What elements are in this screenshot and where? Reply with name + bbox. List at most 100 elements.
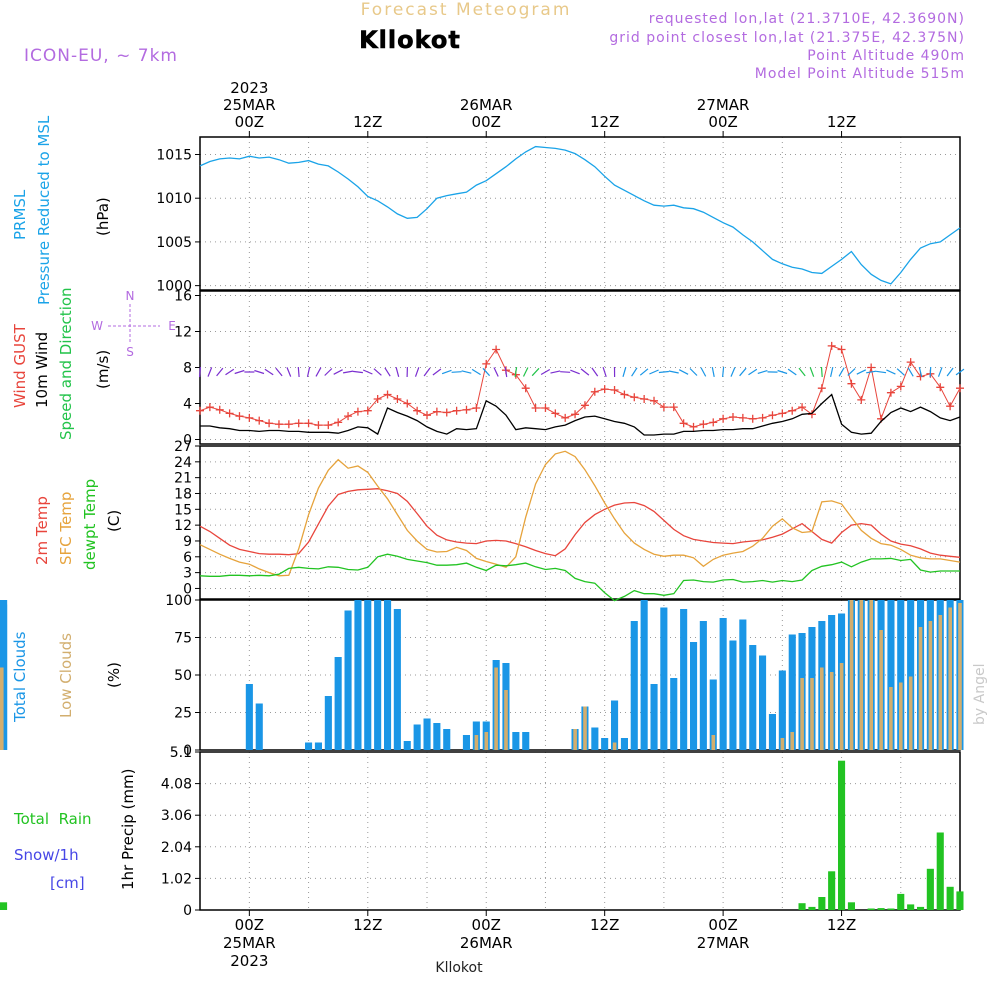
total-cloud-bar [709,679,717,750]
panel-frame [199,751,961,911]
forecast-title: Forecast Meteogram [361,0,572,20]
wind-direction-arrow [777,369,788,375]
total-cloud-bar [611,700,619,750]
gust-marker [758,413,767,422]
wind-direction-arrow [929,366,932,378]
y-tick-label: 0 [183,743,192,759]
rain-bar [946,886,954,910]
y-tick-label: 18 [174,486,192,502]
total-cloud-bar [670,678,678,750]
low-cloud-bar [839,663,844,750]
low-cloud-bar [494,667,498,750]
wind-direction-arrow [423,367,431,377]
rain-bar [917,906,925,910]
total-cloud-bar [778,670,786,750]
gust-marker [423,411,432,420]
low-cloud-bar [879,630,883,750]
total-cloud-bar [384,600,392,750]
gust-marker [886,388,895,397]
gust-marker [798,403,807,412]
gust-marker [817,384,826,393]
model-label: ICON-EU, ~ 7km [24,46,178,66]
rain-bar [897,893,905,910]
x-label-bottom: 26MAR [460,934,513,952]
wind-direction-arrow [514,367,518,377]
rain-bar [798,903,806,910]
wind-direction-arrow [522,367,529,377]
gust-marker [896,382,905,391]
pressure-line [199,145,961,285]
total-cloud-bar [650,684,658,750]
precip-label-2: Snow/1h [14,846,79,864]
precip-unit: 1hr Precip (mm) [119,769,137,890]
wind-direction-arrow [787,368,797,376]
y-tick-label: 9 [183,534,192,550]
pressure-label-2: Pressure Reduced to MSL [35,115,53,305]
y-tick-label: 27 [174,439,192,455]
low-cloud-bar [612,742,617,750]
gust-marker [245,413,254,422]
pressure-labels: PRMSL Pressure Reduced to MSL (hPa) [11,115,112,305]
rain-bar [877,908,885,910]
x-label-top: 12Z [590,113,619,131]
gust-marker [906,358,915,367]
gust-marker [580,401,589,410]
total-cloud-bar [512,732,520,750]
wind-direction-arrow [866,370,877,374]
wind-direction-arrow [432,368,442,376]
wind-direction-arrow [441,369,452,375]
gust-marker [620,390,629,399]
wind-direction-arrow [757,370,768,374]
gust-marker [452,406,461,415]
gust-marker [324,421,333,430]
rain-bar [847,902,855,910]
rain-bar [956,891,964,910]
wind-direction-arrow [591,367,599,377]
x-label-bottom: 00Z [472,916,501,934]
wind-direction-arrow [324,368,333,376]
wind-direction-arrow [234,369,245,375]
wind-direction-arrow [907,367,914,377]
total-cloud-bar [630,621,638,750]
total-cloud-bar [305,742,313,750]
rain-bar [926,868,934,910]
total-cloud-bar [640,600,648,750]
low-cloud-bar [918,627,923,750]
gust-marker [600,385,609,394]
low-cloud-bar [908,676,913,750]
gust-marker [492,345,501,354]
x-label-bottom: 25MAR [223,934,276,952]
y-tick-label: 0 [183,903,192,919]
wind-direction-arrow [333,369,343,375]
gust-marker [936,383,945,392]
gust-marker [432,407,441,416]
wind-line [200,393,961,436]
wind-direction-arrow [649,369,659,375]
x-label-top: 00Z [235,113,264,131]
gust-marker [709,418,718,427]
y-tick-label: 1015 [156,147,192,163]
gust-marker [640,395,649,403]
wind-direction-arrow [384,367,391,377]
rain-bar [828,871,836,910]
y-tick-label: 75 [174,631,192,647]
y-tick-label: 50 [174,668,192,684]
low-cloud-bar [889,687,893,750]
low-cloud-bar [948,607,952,750]
wind-direction-arrow [730,367,736,377]
wind-label-2: 10m Wind [33,332,51,408]
gust-marker [541,404,550,412]
wind-direction-arrow [264,368,274,376]
wind-direction-arrow [550,370,561,374]
gust-marker [738,413,747,422]
wind-direction-arrow [362,369,373,375]
gust-marker [472,404,481,412]
x-label-top: 00Z [472,113,501,131]
gust-marker [590,387,599,396]
wind-direction-arrow [809,367,815,377]
panel-frame [199,136,961,291]
wind-direction-arrow [689,368,698,376]
footer-location: Kllokot [435,960,483,976]
gust-marker [551,409,560,418]
wind-direction-arrow [461,370,472,374]
